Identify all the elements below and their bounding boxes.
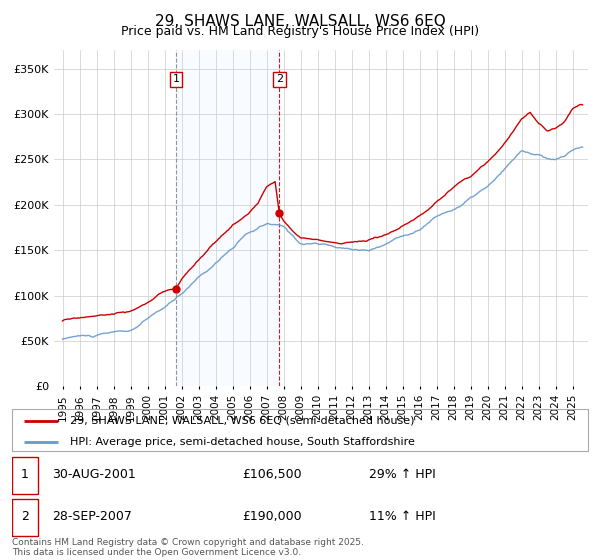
Text: 1: 1	[172, 74, 179, 85]
Bar	[12, 500, 38, 535]
Text: 28-SEP-2007: 28-SEP-2007	[52, 510, 132, 523]
Text: 30-AUG-2001: 30-AUG-2001	[52, 468, 136, 481]
Text: 11% ↑ HPI: 11% ↑ HPI	[369, 510, 436, 523]
Text: Contains HM Land Registry data © Crown copyright and database right 2025.
This d: Contains HM Land Registry data © Crown c…	[12, 538, 364, 557]
Text: 29% ↑ HPI: 29% ↑ HPI	[369, 468, 436, 481]
Text: £190,000: £190,000	[242, 510, 302, 523]
Text: 29, SHAWS LANE, WALSALL, WS6 6EQ: 29, SHAWS LANE, WALSALL, WS6 6EQ	[155, 14, 445, 29]
Bar	[12, 458, 38, 493]
Text: 29, SHAWS LANE, WALSALL, WS6 6EQ (semi-detached house): 29, SHAWS LANE, WALSALL, WS6 6EQ (semi-d…	[70, 416, 414, 426]
Text: £106,500: £106,500	[242, 468, 302, 481]
Text: 2: 2	[21, 510, 29, 523]
Text: Price paid vs. HM Land Registry's House Price Index (HPI): Price paid vs. HM Land Registry's House …	[121, 25, 479, 38]
Text: 1: 1	[21, 468, 29, 481]
Text: HPI: Average price, semi-detached house, South Staffordshire: HPI: Average price, semi-detached house,…	[70, 437, 415, 446]
Bar	[176, 50, 280, 386]
Text: 2: 2	[276, 74, 283, 85]
